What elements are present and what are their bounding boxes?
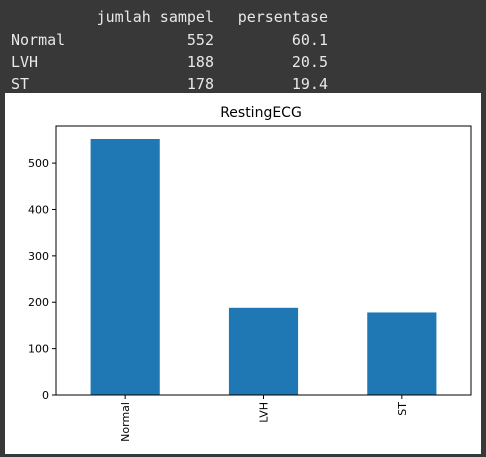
column-header: jumlah sampel xyxy=(96,8,214,26)
table-cell: 552 xyxy=(186,31,214,49)
table-header-row: jumlah sampel persentase xyxy=(0,8,486,29)
dataframe-output: jumlah sampel persentase Normal 552 60.1… xyxy=(0,0,486,93)
y-tick-label: 300 xyxy=(28,250,49,263)
chart-title: RestingECG xyxy=(220,105,302,121)
row-index: Normal xyxy=(11,31,66,49)
y-tick-label: 400 xyxy=(28,203,49,216)
table-cell: 20.5 xyxy=(291,53,328,71)
x-axis: Normal LVH ST xyxy=(119,395,409,442)
bar-normal xyxy=(90,138,160,395)
bar-st xyxy=(367,312,437,395)
table-row: ST 178 19.4 xyxy=(0,75,486,96)
bar-lvh xyxy=(228,307,299,395)
table-row: Normal 552 60.1 xyxy=(0,31,486,52)
y-tick-label: 200 xyxy=(28,296,49,309)
plot-frame xyxy=(55,125,472,396)
row-index: LVH xyxy=(11,53,39,71)
bars-group xyxy=(90,138,437,395)
column-header: persentase xyxy=(237,8,328,26)
x-tick-label: LVH xyxy=(258,402,271,423)
y-tick-label: 500 xyxy=(28,157,49,170)
chart-panel: RestingECG 0 100 200 300 400 500 Normal LVH ST xyxy=(5,93,481,454)
x-tick-label: Normal xyxy=(119,402,132,442)
y-axis: 0 100 200 300 400 500 xyxy=(28,157,56,402)
y-tick-label: 100 xyxy=(28,343,49,356)
table-cell: 60.1 xyxy=(291,31,328,49)
table-cell: 188 xyxy=(186,53,214,71)
table-cell: 19.4 xyxy=(291,75,328,93)
bar-chart: RestingECG 0 100 200 300 400 500 Normal LVH ST xyxy=(28,105,472,442)
y-tick-label: 0 xyxy=(42,389,49,402)
row-index: ST xyxy=(11,75,30,93)
x-tick-label: ST xyxy=(396,402,409,416)
table-cell: 178 xyxy=(186,75,214,93)
table-row: LVH 188 20.5 xyxy=(0,53,486,74)
